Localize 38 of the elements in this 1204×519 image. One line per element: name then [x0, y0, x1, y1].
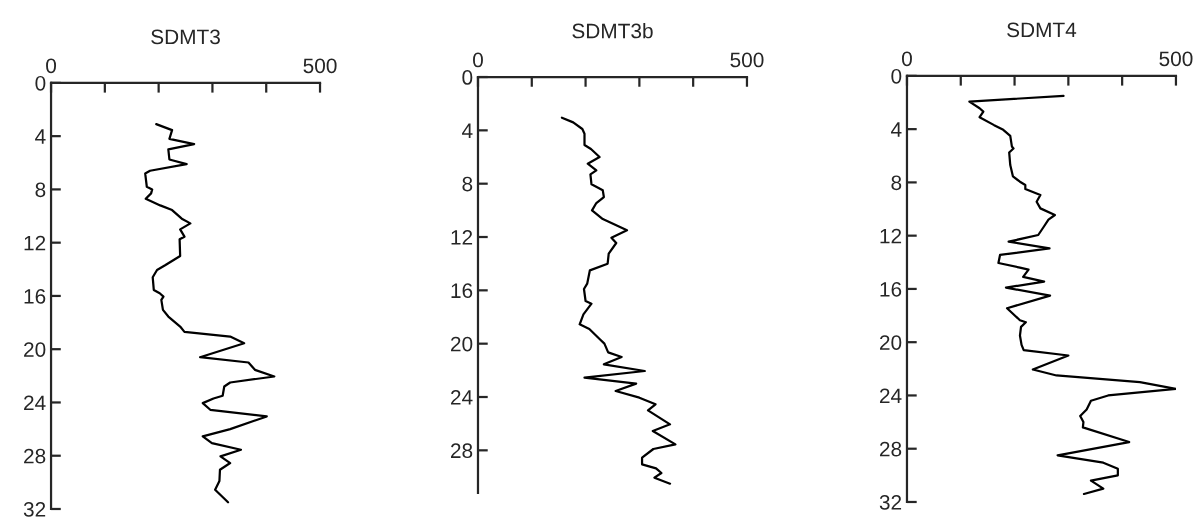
y-tick-label: 28 [451, 443, 473, 459]
y-tick-label: 4 [891, 122, 902, 137]
y-tick-label: 32 [23, 501, 46, 517]
chart-title: SDMT3b [572, 23, 653, 39]
y-tick-label: 16 [880, 281, 902, 297]
line-series [968, 94, 1176, 496]
x-tick-label: 500 [730, 52, 764, 68]
y-tick-label: 0 [35, 75, 46, 91]
y-tick-label: 24 [879, 388, 902, 403]
y-tick-label: 12 [24, 235, 46, 251]
y-tick-label: 32 [879, 494, 902, 510]
y-tick-label: 16 [451, 283, 473, 299]
y-tick-label: 8 [462, 176, 473, 192]
y-tick-label: 20 [879, 335, 902, 350]
y-tick-label: 20 [24, 342, 46, 357]
line-series [144, 123, 276, 504]
y-tick-label: 24 [24, 395, 46, 411]
x-tick-label: 0 [46, 58, 57, 74]
y-tick-label: 4 [462, 123, 473, 138]
x-tick-label: 500 [303, 58, 337, 74]
y-tick-label: 28 [879, 441, 902, 457]
y-tick-label: 12 [880, 228, 902, 244]
y-tick-label: 8 [891, 175, 902, 191]
y-tick-label: 0 [462, 70, 473, 85]
y-tick-label: 28 [24, 448, 46, 464]
line-series [560, 116, 677, 485]
y-tick-label: 24 [451, 390, 473, 405]
y-tick-label: 8 [35, 182, 46, 198]
chart-title: SDMT4 [1007, 22, 1077, 38]
y-tick-label: 20 [451, 336, 473, 352]
x-tick-label: 0 [473, 52, 483, 68]
y-tick-label: 4 [35, 129, 46, 144]
y-tick-label: 0 [891, 68, 902, 84]
x-tick-label: 500 [1159, 51, 1193, 67]
y-tick-label: 12 [451, 230, 473, 245]
y-tick-label: 16 [24, 288, 46, 304]
chart-title: SDMT3 [151, 29, 220, 45]
x-tick-label: 0 [901, 51, 912, 67]
